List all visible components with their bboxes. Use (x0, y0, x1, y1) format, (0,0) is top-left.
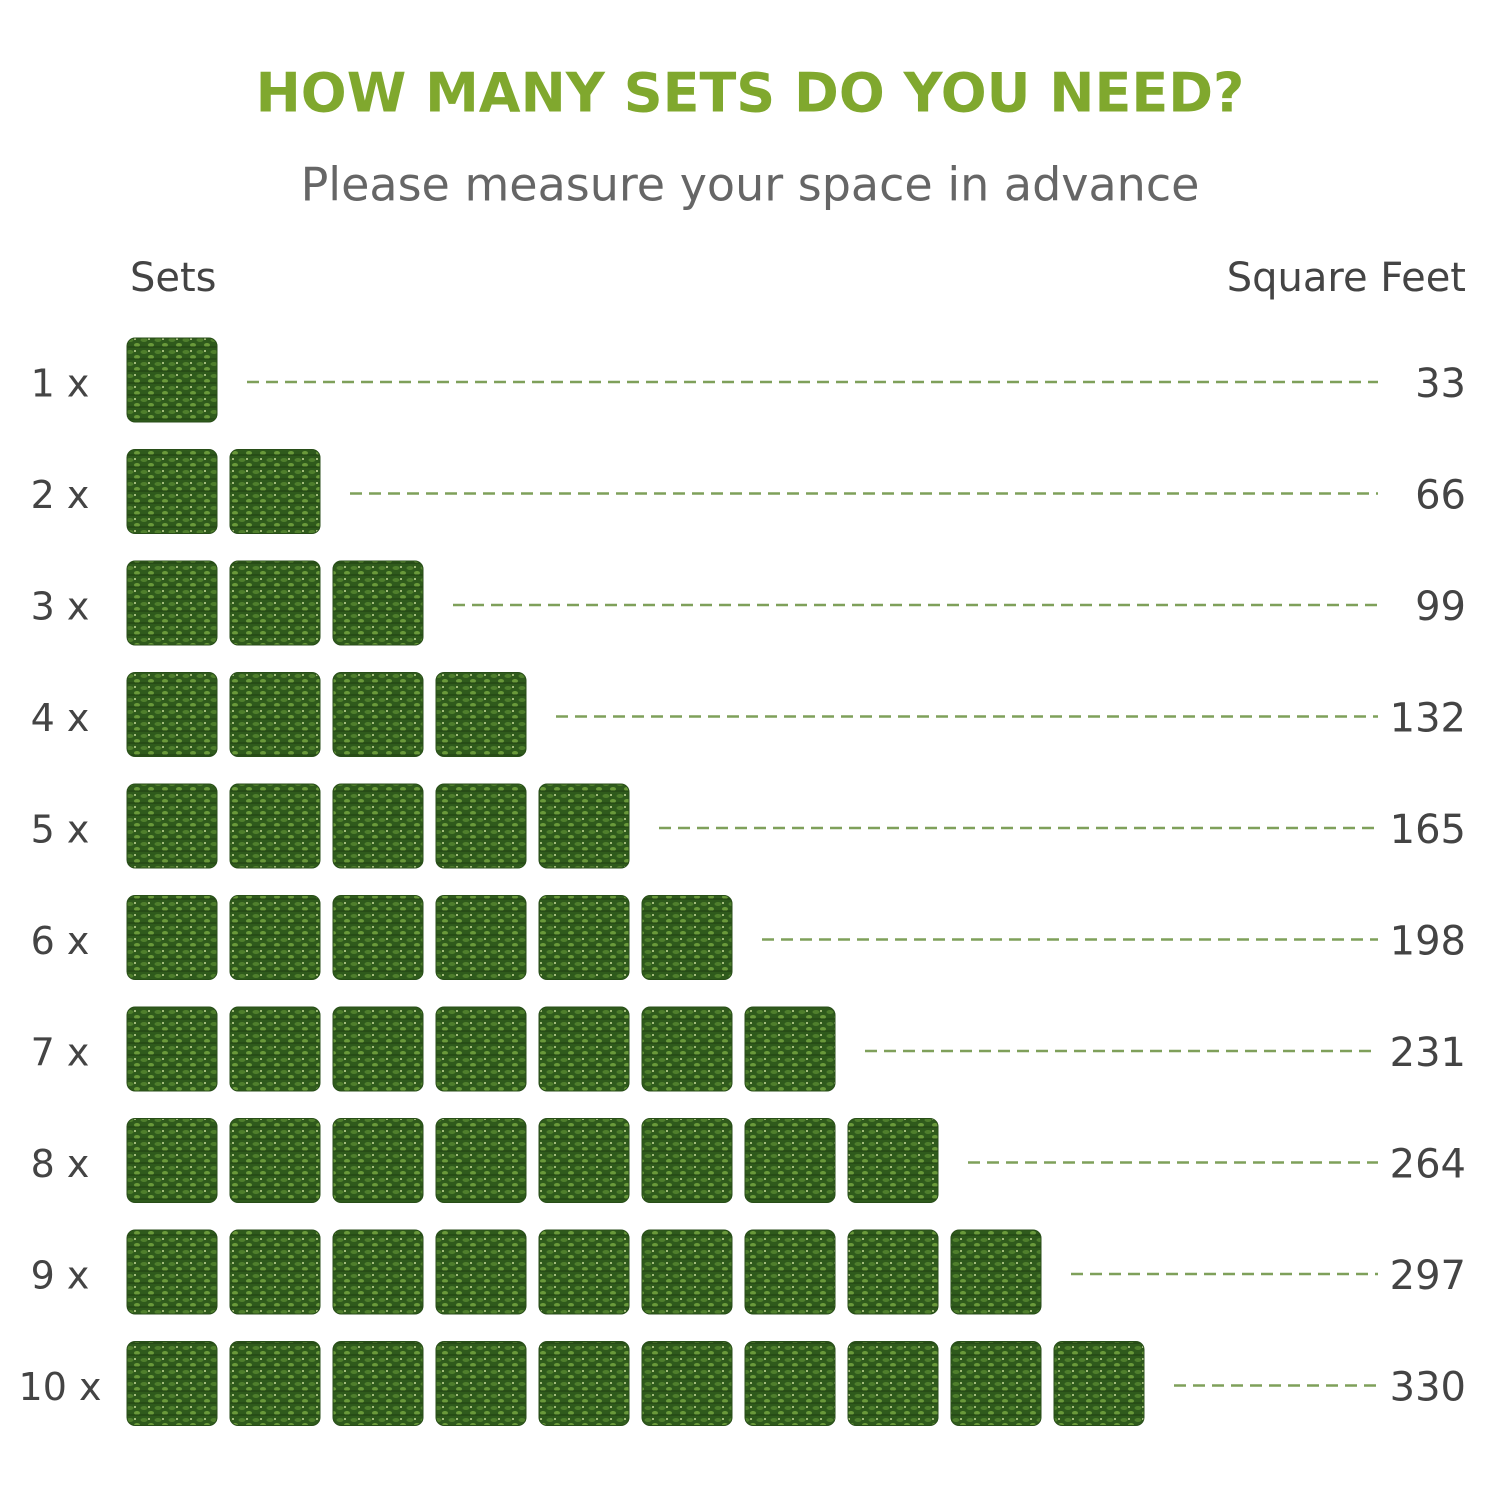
subtitle: Please measure your space in advance (301, 158, 1200, 212)
row-label: 8 x (31, 1142, 90, 1186)
row-value: 33 (1415, 361, 1466, 407)
grass-panel (332, 1229, 424, 1315)
grass-panel (229, 449, 321, 534)
grass-panel (538, 1006, 630, 1092)
grass-panel (538, 1118, 630, 1203)
grass-panel (332, 895, 424, 980)
row-label: 2 x (31, 473, 90, 517)
grass-panel (847, 1118, 939, 1203)
grass-panel (538, 1229, 630, 1315)
row-label: 5 x (31, 808, 90, 852)
grass-panel (126, 783, 218, 869)
row-value: 264 (1390, 1142, 1466, 1188)
row-value: 231 (1390, 1030, 1466, 1076)
grass-panel (847, 1229, 939, 1315)
grass-panel (744, 1118, 836, 1203)
grass-panel (229, 1229, 321, 1315)
grass-panel (641, 895, 733, 980)
grass-panel (229, 783, 321, 869)
grass-panel (538, 1341, 630, 1426)
grass-panel (435, 895, 527, 980)
grass-panel (435, 783, 527, 869)
grass-panel (126, 1341, 218, 1426)
grass-panel (641, 1229, 733, 1315)
sets-header: Sets (130, 255, 217, 301)
grass-panel (950, 1341, 1042, 1426)
row-label: 6 x (31, 919, 90, 963)
row-value: 132 (1390, 696, 1466, 742)
grass-panel (229, 1341, 321, 1426)
grass-panel (744, 1006, 836, 1092)
grass-panel (435, 1341, 527, 1426)
grass-panel (641, 1006, 733, 1092)
grass-panel (229, 895, 321, 980)
row-label: 7 x (31, 1031, 90, 1075)
grass-panel (126, 560, 218, 646)
row-label: 9 x (31, 1254, 90, 1298)
grass-panel (126, 1118, 218, 1203)
grass-panel (229, 1118, 321, 1203)
grass-panel (229, 560, 321, 646)
grass-panel (332, 1006, 424, 1092)
grass-panel (641, 1341, 733, 1426)
grass-panel (538, 783, 630, 869)
grass-panel (126, 672, 218, 757)
title: HOW MANY SETS DO YOU NEED? (256, 62, 1245, 125)
row-label: 1 x (31, 362, 90, 406)
grass-panel (435, 1006, 527, 1092)
row-label: 10 x (19, 1365, 102, 1409)
grass-panel (332, 1341, 424, 1426)
row-value: 198 (1390, 919, 1466, 965)
grass-panel (744, 1229, 836, 1315)
row-value: 297 (1390, 1253, 1466, 1299)
row-value: 99 (1415, 584, 1466, 630)
grass-panel (435, 672, 527, 757)
grass-panel (126, 449, 218, 534)
grass-panel (126, 1006, 218, 1092)
area-header: Square Feet (1227, 255, 1466, 301)
grass-panel (332, 1118, 424, 1203)
grass-panel (229, 1006, 321, 1092)
grass-panel (332, 672, 424, 757)
grass-panel (126, 1229, 218, 1315)
row-label: 4 x (31, 696, 90, 740)
grass-panel (332, 783, 424, 869)
grass-panel (744, 1341, 836, 1426)
row-label: 3 x (31, 585, 90, 629)
grass-panel (332, 560, 424, 646)
grass-panel (950, 1229, 1042, 1315)
grass-panel (126, 337, 218, 423)
row-value: 330 (1390, 1365, 1466, 1411)
grass-panel (229, 672, 321, 757)
row-value: 165 (1390, 807, 1466, 853)
grass-panel (435, 1118, 527, 1203)
grass-panel (1053, 1341, 1145, 1426)
row-value: 66 (1415, 473, 1466, 519)
grass-panel (847, 1341, 939, 1426)
grass-panel (126, 895, 218, 980)
grass-panel (641, 1118, 733, 1203)
grass-panel (435, 1229, 527, 1315)
rows: 1 x 33 2 x 66 3 x 99 4 x 132 5 x 165 6 x 198 7 x 231 8… (19, 337, 1466, 1426)
grass-panel (538, 895, 630, 980)
